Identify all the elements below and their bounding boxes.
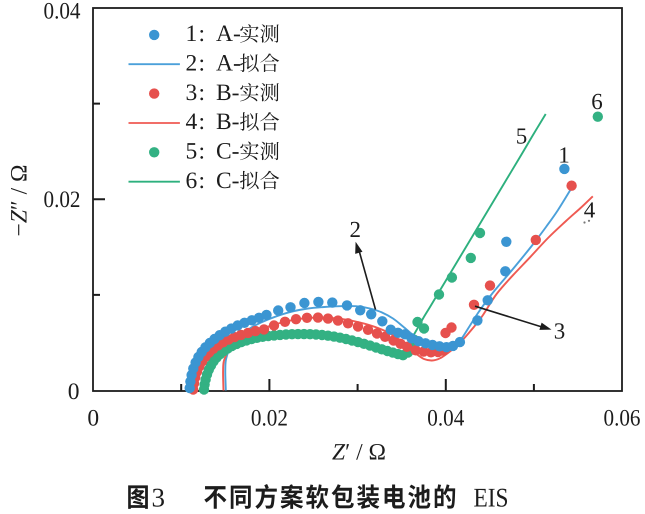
svg-text:EIS: EIS (474, 483, 509, 513)
svg-text:A-: A- (216, 51, 241, 77)
svg-text:B-: B- (216, 109, 240, 135)
svg-text:6: 6 (591, 89, 603, 114)
svg-text:4: 4 (584, 197, 596, 222)
svg-text::: : (199, 109, 206, 135)
svg-text:0: 0 (68, 379, 80, 405)
svg-text:1: 1 (186, 21, 198, 47)
svg-text::: : (199, 139, 206, 165)
svg-text::: : (199, 51, 206, 77)
svg-text:0.04: 0.04 (427, 406, 464, 432)
svg-text:6: 6 (186, 168, 198, 194)
svg-text:0: 0 (87, 406, 99, 432)
svg-text:3: 3 (186, 80, 198, 106)
svg-text::: : (199, 80, 206, 106)
svg-text::: : (199, 168, 206, 194)
svg-text:5: 5 (186, 139, 198, 165)
svg-text:A-: A- (216, 21, 241, 47)
svg-text:B-: B- (216, 80, 240, 106)
svg-text:C-: C- (216, 139, 240, 165)
svg-text:C-: C- (216, 168, 240, 194)
svg-text:2: 2 (186, 51, 198, 77)
svg-text:3: 3 (152, 483, 166, 513)
svg-text:0.02: 0.02 (44, 187, 81, 213)
svg-text:0.06: 0.06 (604, 406, 641, 432)
svg-text:3: 3 (554, 318, 566, 343)
svg-text:Z′ / Ω: Z′ / Ω (332, 440, 386, 466)
svg-text:−Z″ / Ω: −Z″ / Ω (7, 165, 33, 237)
svg-text:1: 1 (558, 142, 570, 167)
svg-text::: : (199, 21, 206, 47)
svg-text:0.04: 0.04 (44, 0, 81, 24)
svg-text:2: 2 (350, 217, 362, 242)
svg-text:5: 5 (516, 123, 528, 148)
svg-text:4: 4 (186, 109, 198, 135)
svg-text:0.02: 0.02 (251, 406, 288, 432)
